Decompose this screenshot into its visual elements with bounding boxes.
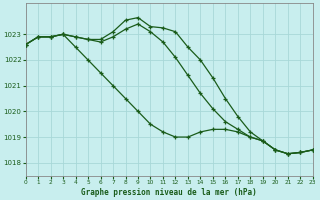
X-axis label: Graphe pression niveau de la mer (hPa): Graphe pression niveau de la mer (hPa) — [81, 188, 257, 197]
